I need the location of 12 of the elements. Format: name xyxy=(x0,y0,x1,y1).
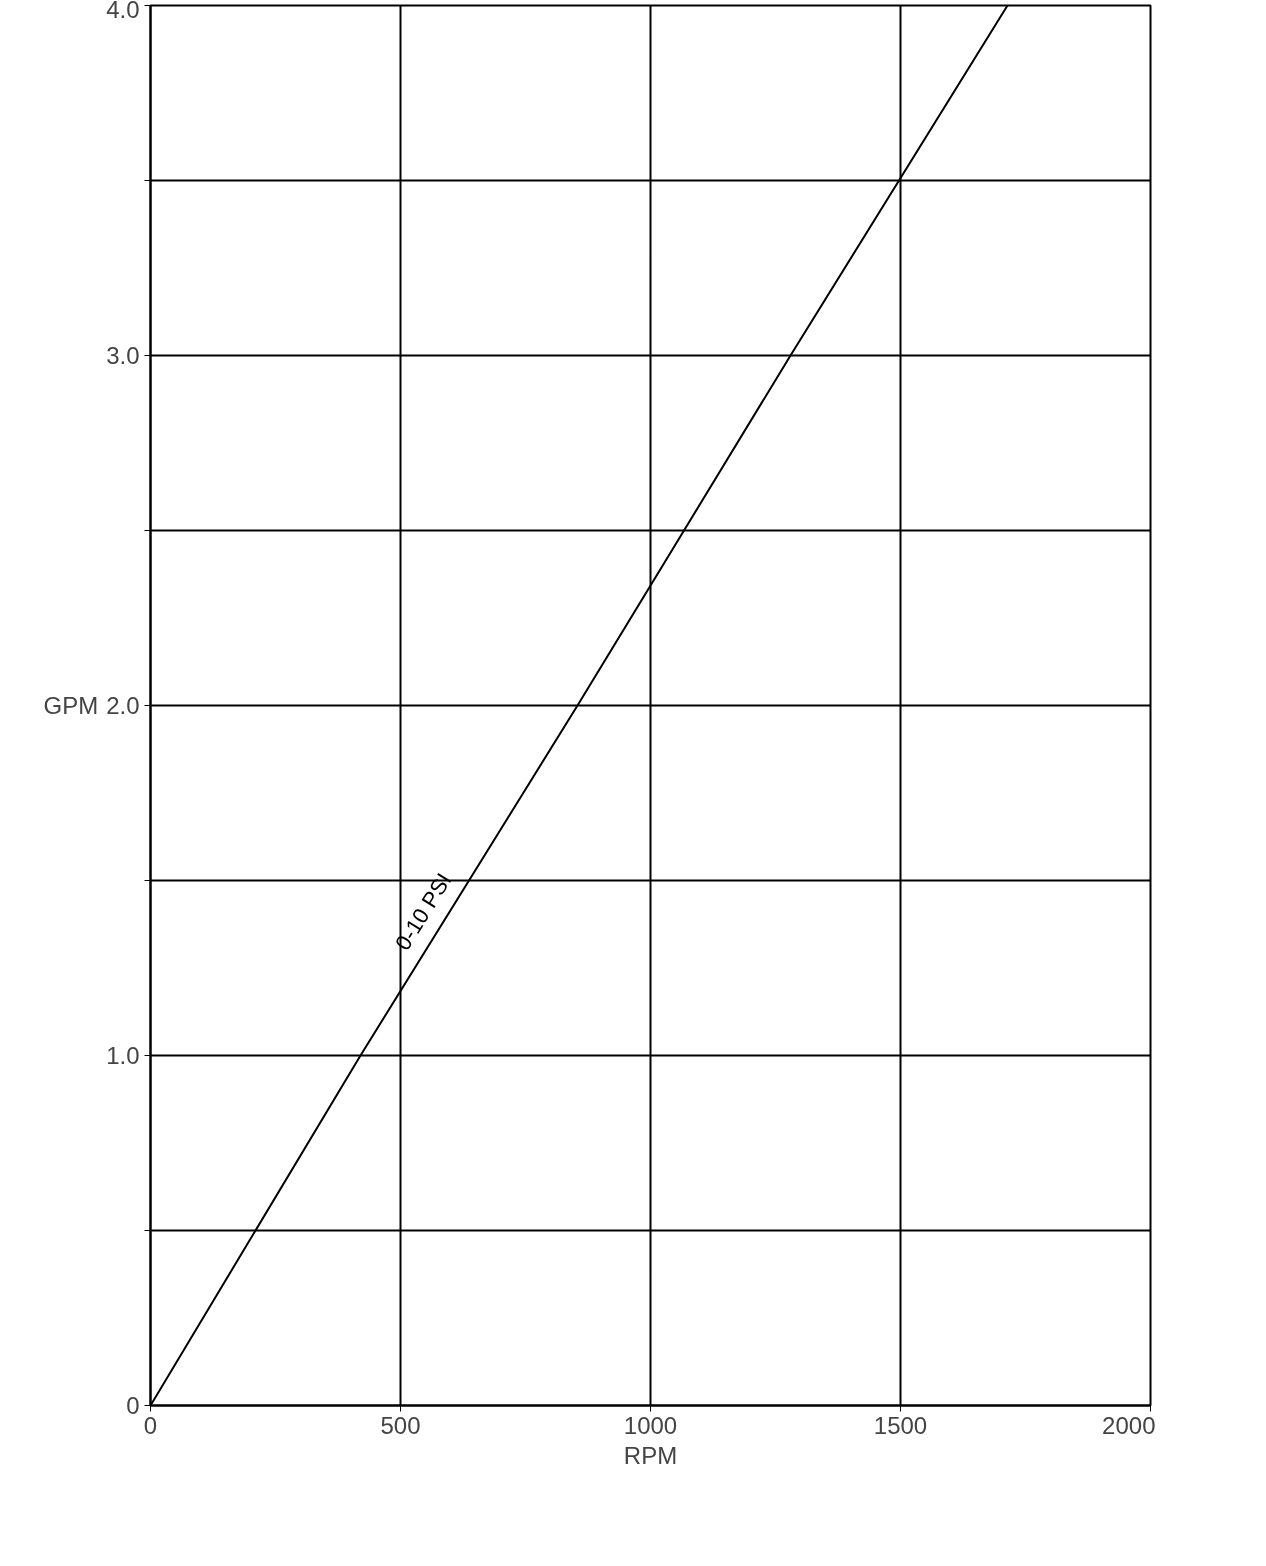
x-tick-label: 1500 xyxy=(873,1411,928,1439)
y-tick-label: 2.0 xyxy=(106,692,140,719)
x-tick-label: 2000 xyxy=(1102,1411,1156,1439)
y-tick-label: 4.0 xyxy=(106,0,140,23)
x-tick-label: 500 xyxy=(380,1411,421,1439)
y-tick-label: 1.0 xyxy=(106,1042,140,1069)
y-tick-label: 3.0 xyxy=(106,342,140,369)
x-axis-title: RPM xyxy=(623,1441,678,1469)
y-tick-label: 0 xyxy=(126,1392,140,1419)
x-tick-label: 0 xyxy=(143,1411,158,1439)
x-tick-label: 1000 xyxy=(623,1411,678,1439)
y-axis-title: GPM xyxy=(43,692,99,719)
